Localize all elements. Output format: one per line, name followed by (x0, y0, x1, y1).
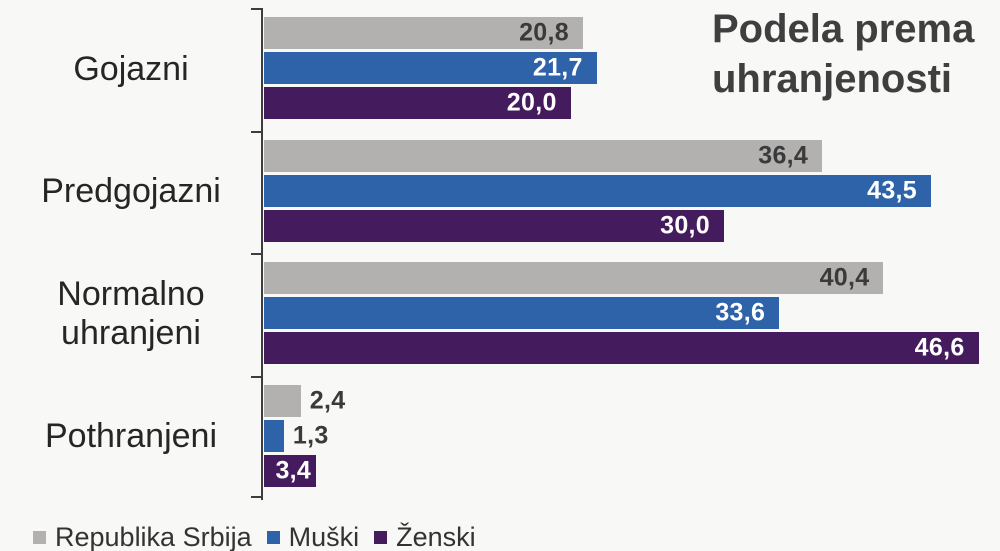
bar-row: 20,0 (264, 87, 1000, 119)
bar-value-label: 43,5 (867, 176, 917, 204)
bar: 43,5 (264, 174, 931, 207)
chart-title-line2: uhranjenosti (712, 57, 953, 101)
legend-item: Muški (266, 521, 360, 551)
category-label: Pothranjeni (44, 417, 217, 456)
category-label: Normalno uhranjeni (57, 274, 205, 353)
axis-tick (251, 253, 261, 255)
bar: 3,4 (264, 454, 317, 487)
category-label: Gojazni (73, 49, 189, 88)
bar-value-label: 20,8 (519, 18, 569, 47)
y-axis-line (261, 8, 263, 500)
bar-group: 36,4 43,5 30,0 (264, 131, 1000, 254)
axis-tick (251, 375, 261, 378)
axis-tick (251, 496, 261, 498)
bar: 20,8 (264, 17, 583, 49)
bar: 46,6 (264, 332, 979, 364)
bar-value-label: 21,7 (532, 53, 583, 82)
bar-value-label: 3,4 (275, 456, 312, 484)
bar-row: 1,3 (264, 419, 1000, 452)
bar-row: 21,7 (264, 52, 1000, 84)
bar: 40,4 (264, 262, 884, 294)
chart-title-line1: Podela prema (712, 7, 975, 51)
bar-value-label: 40,4 (819, 263, 870, 292)
plot-area: 20,8 21,7 20,0 36,4 43,5 30,0 40,4 33,6 46,6 2,4 1… (264, 8, 1000, 498)
bar-group: 20,8 21,7 20,0 (264, 8, 1000, 131)
bar: 33,6 (264, 297, 780, 329)
bar-value-label: 36,4 (758, 141, 809, 169)
chart-title: Podela prema uhranjenosti (712, 4, 1000, 104)
category-axis-labels: Gojazni Predgojazni Normalno uhranjeni Poth… (12, 8, 250, 498)
bar-value-label: 1,3 (292, 421, 329, 449)
axis-tick (251, 8, 261, 10)
bar-row: 3,4 (264, 454, 1000, 487)
bar-group: 2,4 1,3 3,4 (264, 376, 1000, 499)
legend-item: Ženski (374, 522, 476, 551)
legend-swatch-icon (266, 530, 280, 544)
legend-label: Muški (288, 521, 360, 551)
bar-row: 40,4 (264, 262, 1000, 294)
bar: 30,0 (264, 209, 724, 242)
bar-row: 43,5 (264, 174, 1000, 207)
legend-swatch-icon (374, 530, 388, 544)
bar: 36,4 (264, 139, 823, 172)
legend-item: Republika Srbija (33, 522, 252, 551)
bar: 1,3 (264, 419, 328, 452)
bar-value-label: 2,4 (309, 386, 346, 414)
bar: 21,7 (264, 52, 597, 84)
bar-row: 46,6 (264, 332, 1000, 364)
bar-value-label: 33,6 (715, 298, 766, 327)
bar-row: 33,6 (264, 297, 1000, 329)
bar-row: 36,4 (264, 139, 1000, 172)
bar-group: 40,4 33,6 46,6 (264, 253, 1000, 376)
bar: 2,4 (264, 384, 345, 417)
legend-swatch-icon (33, 530, 46, 544)
axis-tick (251, 130, 261, 133)
bar-row: 20,8 (264, 17, 1000, 49)
legend: Republika Srbija Muški Ženski (33, 519, 491, 551)
category-label: Predgojazni (41, 172, 221, 211)
legend-label: Ženski (396, 521, 476, 551)
bar-row: 2,4 (264, 384, 1000, 417)
bar: 20,0 (264, 87, 571, 119)
legend-label: Republika Srbija (55, 521, 252, 551)
bar-value-label: 20,0 (506, 88, 557, 117)
bar-value-label: 30,0 (660, 211, 710, 239)
bar-value-label: 46,6 (914, 333, 965, 362)
bar-row: 30,0 (264, 209, 1000, 242)
